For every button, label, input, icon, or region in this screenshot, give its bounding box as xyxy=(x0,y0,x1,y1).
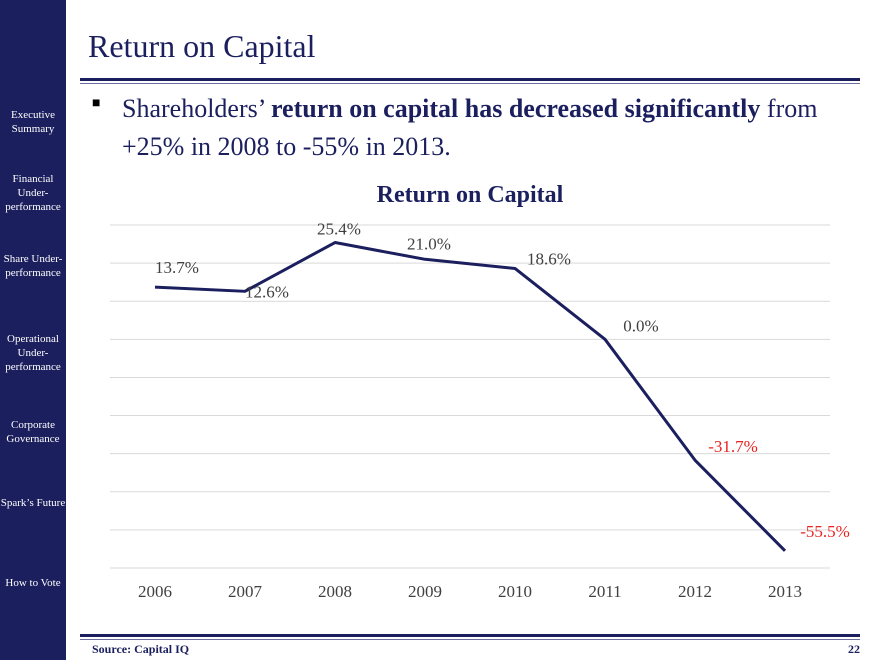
source-note: Source: Capital IQ xyxy=(92,642,190,656)
x-tick-label: 2009 xyxy=(408,582,442,601)
page-title: Return on Capital xyxy=(88,28,316,64)
data-label: 18.6% xyxy=(527,249,571,268)
chart-title: Return on Capital xyxy=(377,182,564,208)
x-tick-label: 2010 xyxy=(498,582,532,601)
data-label: -31.7% xyxy=(708,437,758,456)
headline-bold: return on capital has decreased signific… xyxy=(270,94,761,123)
page-number: 22 xyxy=(848,642,860,656)
sidebar-item-executive-summary[interactable]: Executive Summary xyxy=(11,109,55,135)
data-label: 21.0% xyxy=(407,234,451,253)
data-label: 25.4% xyxy=(317,220,361,239)
x-tick-label: 2006 xyxy=(138,582,172,601)
series-line xyxy=(154,241,787,552)
title-divider xyxy=(80,78,860,81)
x-tick-label: 2007 xyxy=(228,582,263,601)
x-tick-label: 2013 xyxy=(768,582,802,601)
title-divider-thin xyxy=(80,83,860,84)
sidebar-item-share-underperformance[interactable]: Share Under-performance xyxy=(3,253,63,279)
sidebar-item-operational-underperformance[interactable]: Operational Under-performance xyxy=(5,333,61,373)
sidebar-item-corporate-governance[interactable]: Corporate Governance xyxy=(6,419,60,445)
sidebar-item-financial-underperformance[interactable]: Financial Under-performance xyxy=(5,173,61,213)
x-tick-label: 2012 xyxy=(678,582,712,601)
headline-text: Shareholders’ return on capital has decr… xyxy=(122,90,842,166)
x-tick-label: 2008 xyxy=(318,582,352,601)
bullet-icon: ■ xyxy=(92,96,101,111)
data-label: 0.0% xyxy=(623,316,658,335)
x-tick-label: 2011 xyxy=(588,582,621,601)
footer-divider-thin xyxy=(80,639,860,640)
footer-divider xyxy=(80,634,860,637)
data-label: 13.7% xyxy=(155,258,199,277)
headline-part-2: from +25% in 2008 to -55% in 2013. xyxy=(122,94,818,161)
data-label: -55.5% xyxy=(800,522,850,541)
sidebar-nav: Executive Summary Financial Under-perfor… xyxy=(0,0,66,660)
data-label: 12.6% xyxy=(245,282,289,301)
sidebar-item-sparks-future[interactable]: Spark’s Future xyxy=(0,497,66,509)
headline-part-1: Shareholders’ xyxy=(122,94,271,123)
sidebar-item-how-to-vote[interactable]: How to Vote xyxy=(5,577,61,589)
